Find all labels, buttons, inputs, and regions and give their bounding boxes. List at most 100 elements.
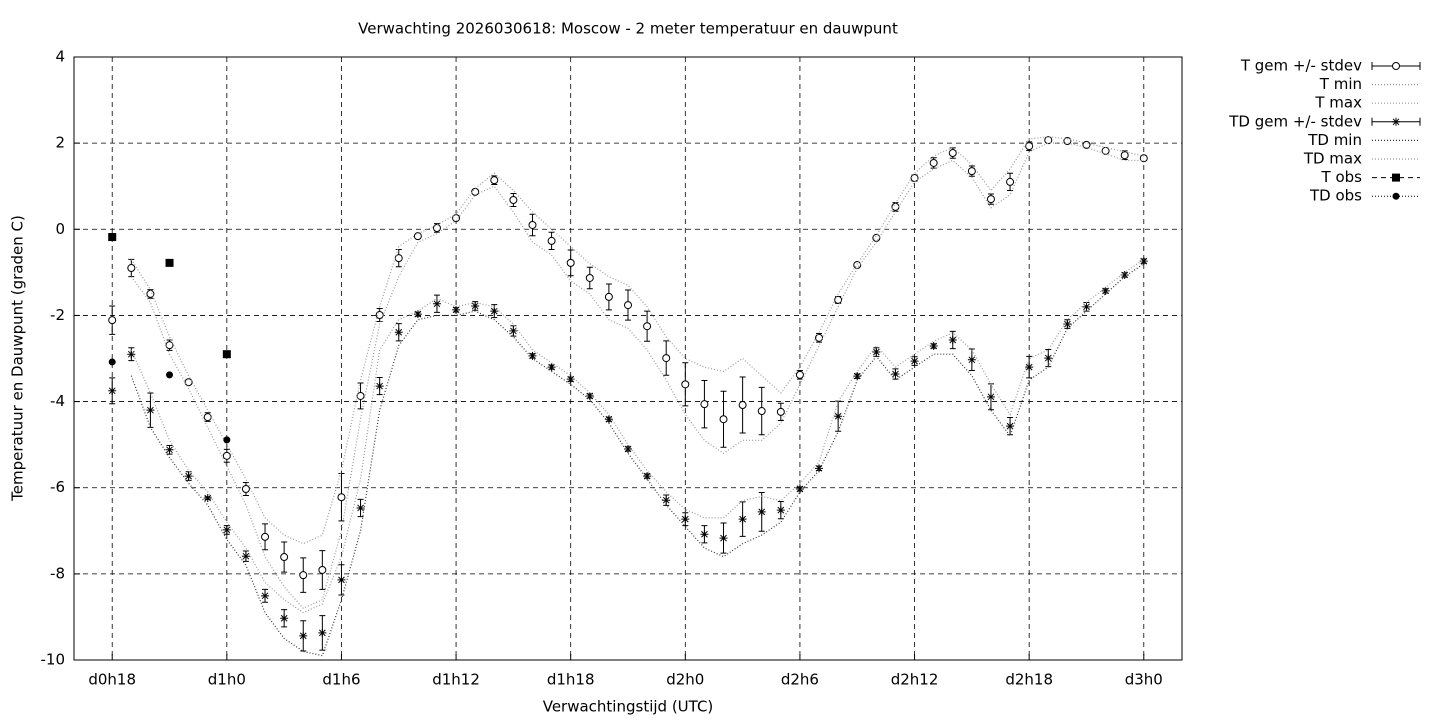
legend-marker: [1392, 62, 1400, 70]
star-marker: [757, 507, 766, 516]
series: [108, 136, 1148, 593]
star-marker: [356, 503, 365, 512]
series: [130, 263, 1145, 657]
star-marker: [471, 301, 480, 310]
star-marker: [375, 382, 384, 391]
circle-marker: [986, 195, 995, 204]
star-marker: [261, 591, 270, 600]
legend-label: TD gem +/- stdev: [1228, 112, 1362, 130]
legend-marker: [1392, 117, 1400, 126]
square-marker: [165, 258, 174, 267]
circle-marker: [261, 532, 270, 541]
star-marker: [165, 445, 174, 454]
circle-marker: [585, 273, 594, 282]
star-marker: [566, 375, 575, 384]
circle-marker: [948, 149, 957, 158]
circle-marker: [108, 316, 117, 325]
circle-marker: [624, 301, 632, 310]
star-marker: [528, 351, 537, 360]
circle-marker: [738, 401, 747, 410]
star-marker: [280, 614, 289, 623]
circle-marker: [1120, 151, 1129, 160]
star-marker: [872, 348, 881, 357]
square-marker: [222, 350, 231, 359]
y-tick-label: -6: [50, 478, 65, 496]
circle-marker: [604, 292, 613, 301]
star-marker: [432, 299, 441, 308]
dot-marker: [108, 358, 116, 366]
circle-marker: [853, 261, 862, 270]
star-marker: [490, 307, 499, 316]
star-marker: [1082, 302, 1091, 311]
y-tick-label: -2: [50, 306, 65, 324]
dot-marker: [166, 371, 174, 379]
circle-marker: [280, 553, 289, 562]
star-marker: [184, 472, 193, 481]
y-tick-label: 0: [55, 220, 65, 238]
legend-label: TD min: [1307, 131, 1362, 149]
y-tick-label: 2: [55, 134, 65, 152]
circle-marker: [356, 391, 365, 400]
star-marker: [986, 392, 995, 401]
circle-marker: [509, 195, 518, 204]
star-marker: [318, 628, 327, 637]
circle-marker: [299, 571, 308, 580]
star-marker: [203, 494, 212, 503]
star-marker: [1101, 286, 1110, 295]
circle-marker: [1025, 142, 1034, 151]
y-tick-label: 4: [55, 48, 65, 66]
star-marker: [1025, 363, 1034, 372]
circle-marker: [165, 341, 174, 350]
star-marker: [967, 355, 976, 364]
y-tick-label: -10: [41, 651, 66, 669]
circle-marker: [681, 380, 690, 389]
range-line: [130, 263, 1145, 657]
square-marker: [108, 233, 117, 242]
circle-marker: [643, 322, 652, 331]
dot-marker: [223, 436, 231, 444]
star-marker: [108, 386, 117, 395]
x-tick-label: d2h6: [781, 671, 819, 689]
star-marker: [662, 496, 671, 505]
circle-marker: [662, 354, 671, 363]
x-tick-label: d0h18: [88, 671, 136, 689]
legend-label: T min: [1319, 75, 1362, 93]
y-axis-label: Temperatuur en Dauwpunt (graden C): [9, 215, 27, 502]
circle-marker: [1139, 154, 1148, 163]
legend-label: TD obs: [1309, 187, 1362, 205]
star-marker: [1006, 422, 1015, 431]
circle-marker: [815, 333, 824, 342]
legend-label: T max: [1314, 94, 1362, 112]
legend-marker: [1392, 173, 1400, 182]
circle-marker: [719, 415, 728, 424]
star-marker: [1139, 257, 1148, 266]
series: [108, 233, 231, 359]
legend-marker: [1392, 192, 1400, 200]
x-tick-label: d2h12: [891, 671, 939, 689]
star-marker: [910, 357, 919, 366]
star-marker: [452, 305, 461, 314]
circle-marker: [471, 187, 480, 196]
star-marker: [241, 552, 250, 561]
circle-marker: [241, 485, 250, 494]
circle-marker: [967, 167, 976, 176]
star-marker: [795, 485, 804, 494]
circle-marker: [318, 565, 327, 574]
star-marker: [1063, 320, 1072, 329]
star-marker: [299, 631, 308, 640]
star-marker: [624, 444, 632, 453]
circle-marker: [776, 407, 785, 416]
x-tick-label: d1h6: [322, 671, 360, 689]
series: [130, 142, 1144, 610]
x-tick-label: d1h18: [547, 671, 595, 689]
circle-marker: [528, 220, 537, 229]
star-marker: [834, 412, 843, 421]
star-marker: [222, 525, 231, 534]
circle-marker: [795, 370, 804, 379]
star-marker: [719, 534, 728, 543]
series: [108, 257, 1148, 652]
circle-marker: [910, 174, 919, 183]
star-marker: [1120, 270, 1129, 279]
star-marker: [891, 370, 900, 379]
star-marker: [1044, 354, 1053, 363]
